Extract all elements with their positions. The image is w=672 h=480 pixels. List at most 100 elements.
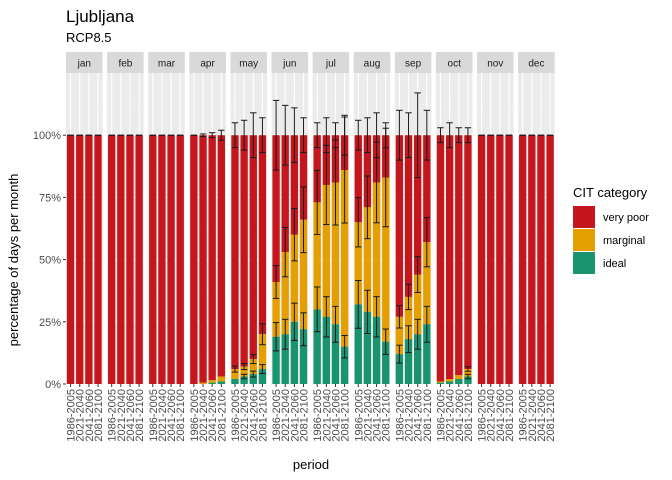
- x-tick-label: 2021-2040: [527, 389, 539, 442]
- facet-strip-label: oct: [448, 59, 462, 70]
- y-tick-label: 75%: [39, 192, 61, 204]
- x-tick-label: 2041-2060: [248, 389, 260, 442]
- x-tick-label: 2041-2060: [166, 389, 178, 442]
- bar-very-poor: [363, 135, 372, 208]
- bar-very-poor: [477, 135, 486, 384]
- bar-very-poor: [299, 135, 308, 220]
- facet-strip: [66, 52, 103, 73]
- facet-strip: [435, 52, 473, 73]
- bar-very-poor: [445, 135, 454, 380]
- chart-title: Ljubljana: [66, 7, 135, 26]
- bar-very-poor: [249, 135, 257, 360]
- x-tick-label: 2081-2100: [257, 389, 269, 442]
- bar-ideal: [354, 304, 362, 384]
- facet-strip-label: apr: [200, 59, 215, 70]
- x-tick-label: 2041-2060: [372, 389, 384, 442]
- bar-ideal: [272, 336, 280, 384]
- x-tick-label: 2081-2100: [134, 389, 146, 442]
- x-tick-label: 2041-2060: [330, 389, 342, 442]
- bar-very-poor: [537, 135, 545, 384]
- facet-strip-label: jan: [77, 59, 91, 70]
- x-tick-label: 2081-2100: [463, 389, 475, 442]
- x-tick-label: 2021-2040: [116, 389, 128, 442]
- bar-very-poor: [94, 135, 102, 384]
- bar-marginal: [395, 316, 404, 355]
- x-tick-label: 1986-2005: [394, 389, 406, 442]
- facet-strip: [230, 52, 267, 73]
- bar-marginal: [299, 219, 308, 330]
- bar-ideal: [363, 311, 372, 384]
- bar-marginal: [249, 359, 257, 375]
- bar-very-poor: [199, 135, 207, 383]
- facet-strip: [271, 52, 309, 73]
- facet-strip-label: jul: [325, 59, 336, 70]
- bar-very-poor: [135, 135, 143, 384]
- x-tick-label: 1986-2005: [148, 389, 160, 442]
- bar-very-poor: [455, 135, 463, 376]
- facet-strip-label: sep: [405, 59, 422, 70]
- bar-very-poor: [76, 135, 84, 384]
- bar-very-poor: [505, 135, 513, 384]
- facet-strip: [353, 52, 391, 73]
- x-tick-label: 2041-2060: [207, 389, 219, 442]
- bar-marginal: [445, 379, 454, 382]
- bar-ideal: [414, 334, 422, 384]
- x-tick-label: 2081-2100: [93, 389, 105, 442]
- x-tick-label: 2081-2100: [216, 389, 228, 442]
- bar-marginal: [414, 274, 422, 335]
- bar-very-poor: [272, 135, 280, 282]
- bar-very-poor: [158, 135, 166, 384]
- facet-strip: [189, 52, 226, 73]
- bar-very-poor: [190, 135, 198, 384]
- facet-strip: [477, 52, 514, 73]
- y-axis-label: percentage of days per month: [6, 174, 21, 347]
- bar-very-poor: [126, 135, 134, 384]
- x-tick-label: 2041-2060: [536, 389, 548, 442]
- x-tick-label: 2041-2060: [454, 389, 466, 442]
- bar-marginal: [290, 234, 299, 322]
- x-tick-label: 2041-2060: [84, 389, 96, 442]
- bar-very-poor: [258, 135, 267, 335]
- bar-very-poor: [519, 135, 527, 384]
- facet-strip: [518, 52, 555, 73]
- bar-ideal: [281, 334, 289, 384]
- legend-key-ideal: [573, 252, 595, 274]
- bar-ideal: [331, 324, 340, 384]
- bar-marginal: [404, 296, 413, 340]
- bar-very-poor: [117, 135, 125, 384]
- x-tick-label: 2041-2060: [125, 389, 137, 442]
- x-tick-label: 1986-2005: [518, 389, 530, 442]
- bar-ideal: [395, 354, 404, 384]
- bar-marginal: [363, 207, 372, 312]
- bar-very-poor: [240, 135, 248, 367]
- bar-very-poor: [404, 135, 413, 297]
- x-tick-label: 2081-2100: [340, 389, 352, 442]
- bar-very-poor: [85, 135, 93, 384]
- bar-very-poor: [395, 135, 404, 317]
- bar-ideal: [436, 382, 445, 384]
- bar-very-poor: [423, 135, 431, 243]
- x-tick-label: 2081-2100: [299, 389, 311, 442]
- bar-ideal: [340, 346, 349, 384]
- bar-ideal: [231, 379, 239, 384]
- facet-strip-label: nov: [487, 59, 503, 70]
- facet-panels: jan1986-20052021-20402041-20602081-2100f…: [66, 52, 557, 442]
- bar-ideal: [240, 376, 248, 384]
- bar-marginal: [455, 375, 463, 380]
- x-axis-label: period: [293, 457, 329, 472]
- bar-marginal: [322, 184, 330, 317]
- x-tick-label: 1986-2005: [230, 389, 242, 442]
- x-tick-label: 2021-2040: [157, 389, 169, 442]
- x-tick-label: 2081-2100: [504, 389, 516, 442]
- x-tick-label: 2021-2040: [239, 389, 251, 442]
- bar-marginal: [258, 334, 267, 370]
- bar-ideal: [217, 381, 225, 384]
- bar-ideal: [404, 339, 413, 384]
